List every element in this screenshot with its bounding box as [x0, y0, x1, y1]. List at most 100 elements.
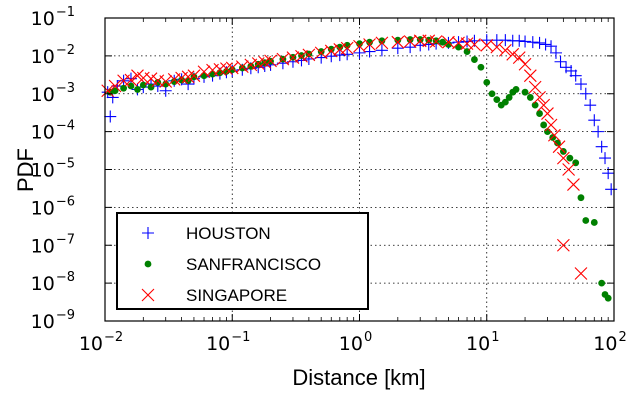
data-point: [162, 80, 170, 88]
data-point: [468, 38, 481, 51]
legend-label-singapore: SINGAPORE: [186, 286, 287, 305]
data-point: [565, 64, 578, 77]
data-point: [604, 294, 612, 302]
data-point: [498, 43, 512, 57]
data-point: [595, 140, 608, 153]
data-point: [286, 51, 300, 64]
data-point: [554, 139, 561, 147]
data-point: [111, 87, 119, 95]
data-point: [228, 66, 236, 74]
data-point: [582, 217, 590, 224]
data-point: [574, 267, 588, 280]
legend-label-sanfrancisco: SANFRANCISCO: [186, 255, 321, 274]
data-point: [375, 36, 389, 50]
data-point: [531, 101, 539, 109]
legend-marker-singapore: [141, 288, 155, 302]
data-point: [181, 70, 195, 84]
data-point: [445, 41, 452, 48]
y-tick-label: 10−6: [31, 194, 75, 219]
data-point: [512, 51, 526, 64]
data-point: [403, 35, 417, 48]
data-point: [120, 84, 127, 92]
data-point: [394, 36, 402, 44]
data-point: [220, 62, 233, 76]
y-tick-label: 10−8: [31, 270, 75, 295]
data-point: [317, 48, 325, 55]
data-point: [139, 81, 147, 89]
data-point: [599, 152, 612, 165]
data-point: [366, 38, 373, 46]
data-point: [104, 110, 117, 123]
data-point: [406, 36, 414, 43]
data-point: [144, 72, 158, 86]
data-point: [567, 178, 580, 191]
data-point: [556, 238, 570, 252]
axis-ticks: [104, 17, 615, 322]
data-point: [356, 40, 363, 48]
data-point: [159, 75, 173, 88]
data-point: [101, 84, 115, 98]
data-point: [598, 279, 606, 287]
data-point: [579, 87, 592, 100]
y-tick-label: 10−3: [31, 81, 75, 106]
data-point: [545, 40, 558, 53]
data-point: [554, 55, 567, 68]
data-point: [483, 78, 491, 86]
legend-box: [116, 212, 369, 310]
data-point: [518, 57, 532, 71]
data-point: [540, 121, 548, 129]
data-point: [588, 114, 601, 127]
data-point: [324, 44, 338, 58]
data-point: [134, 86, 141, 93]
data-point: [512, 86, 520, 93]
data-point: [499, 34, 512, 47]
data-point: [375, 44, 388, 57]
data-point: [584, 99, 597, 112]
data-point: [416, 36, 424, 43]
data-point: [556, 151, 570, 165]
data-point: [506, 47, 520, 61]
data-point: [429, 35, 443, 48]
data-point: [264, 54, 277, 68]
data-point: [501, 98, 509, 106]
data-point: [353, 46, 366, 59]
data-point: [539, 38, 552, 51]
data-point: [590, 219, 598, 226]
data-point: [526, 36, 539, 49]
data-point: [493, 96, 501, 104]
data-point: [533, 36, 546, 49]
data-point: [190, 73, 198, 81]
data-point: [327, 45, 335, 53]
data-point: [536, 110, 543, 117]
legend-label-houston: HOUSTON: [186, 224, 271, 243]
data-point: [562, 163, 576, 176]
data-points: [101, 34, 618, 302]
x-tick-label: 10−1: [206, 330, 250, 355]
data-point: [605, 183, 618, 196]
data-point: [544, 118, 558, 132]
data-point: [455, 43, 462, 51]
data-point: [577, 194, 585, 202]
data-point: [258, 55, 272, 69]
data-point: [302, 48, 316, 62]
data-point: [391, 35, 405, 49]
data-point: [391, 42, 404, 55]
y-axis-label: PDF: [13, 148, 38, 192]
data-point: [336, 43, 344, 51]
legend: HOUSTON SANFRANCISCO SINGAPORE: [116, 212, 369, 310]
data-point: [314, 46, 328, 60]
data-point: [471, 56, 478, 63]
data-point: [513, 34, 526, 47]
data-point: [363, 38, 376, 51]
x-tick-label: 102: [593, 330, 626, 355]
legend-marker-houston: [142, 227, 154, 239]
x-tick-label: 101: [466, 330, 499, 355]
data-point: [235, 60, 249, 74]
data-point: [488, 90, 496, 98]
data-point: [404, 41, 417, 54]
data-point: [108, 79, 122, 93]
data-point: [541, 107, 554, 120]
data-point: [254, 60, 262, 68]
data-point: [574, 78, 587, 91]
y-tick-label: 10−1: [31, 5, 75, 30]
